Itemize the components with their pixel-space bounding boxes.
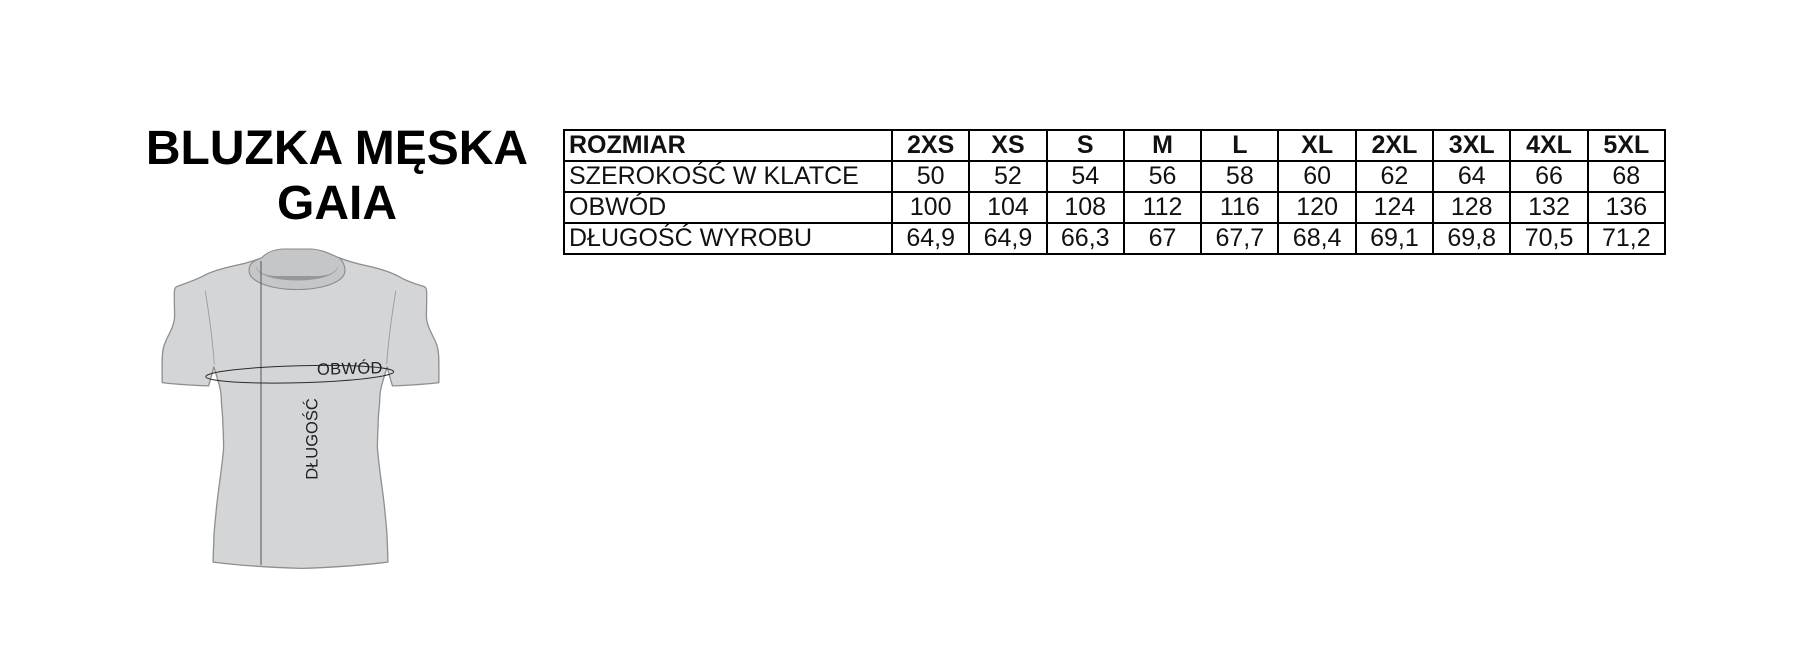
svg-text:OBWÓD: OBWÓD — [317, 358, 383, 379]
svg-text:DŁUGOŚĆ: DŁUGOŚĆ — [303, 398, 322, 480]
